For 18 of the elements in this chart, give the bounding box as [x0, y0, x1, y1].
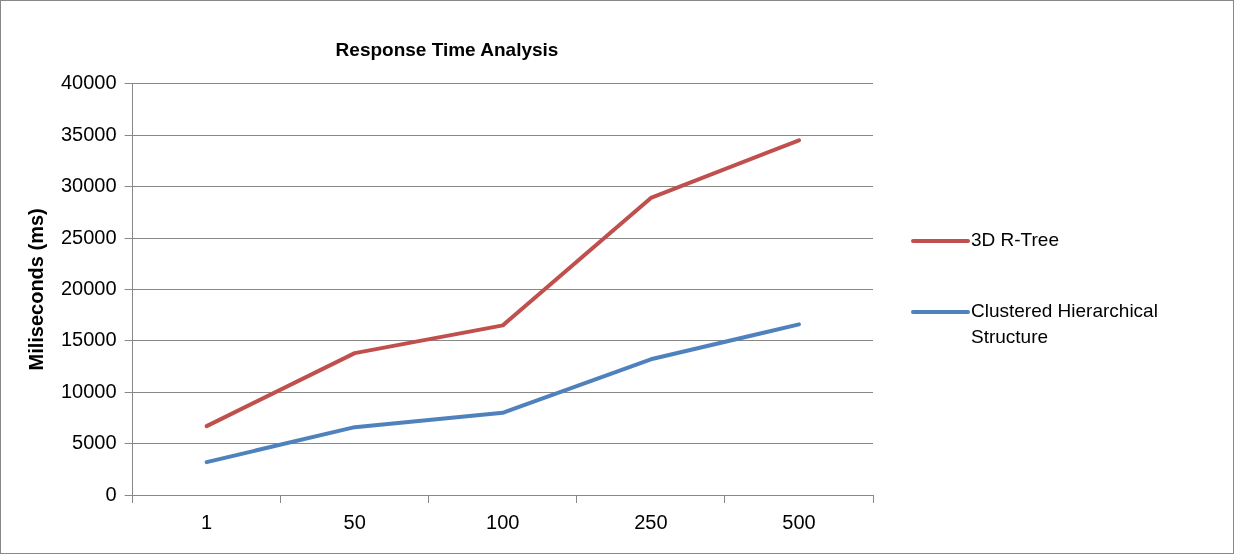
- y-tick-label: 35000: [60, 122, 117, 145]
- x-tick-label: 250: [634, 510, 668, 533]
- y-tick-label: 20000: [60, 276, 117, 299]
- x-tick-label: 50: [343, 510, 366, 533]
- legend-label: Clustered Hierarchical Structure: [971, 300, 1158, 348]
- chart-title: Response Time Analysis: [335, 38, 559, 60]
- legend-label: 3D R-Tree: [971, 229, 1059, 251]
- y-axis-title: Miliseconds (ms): [24, 208, 47, 371]
- y-tick-label: 5000: [72, 431, 117, 454]
- y-tick-label: 15000: [60, 328, 117, 351]
- x-tick-label: 100: [486, 510, 520, 533]
- x-tick-label: 500: [782, 510, 816, 533]
- y-tick-label: 25000: [60, 225, 117, 248]
- x-tick-label: 1: [201, 510, 213, 533]
- y-tick-label: 10000: [60, 379, 117, 402]
- y-tick-label: 0: [105, 482, 117, 505]
- y-tick-label: 30000: [60, 174, 117, 197]
- y-tick-label: 40000: [60, 71, 117, 94]
